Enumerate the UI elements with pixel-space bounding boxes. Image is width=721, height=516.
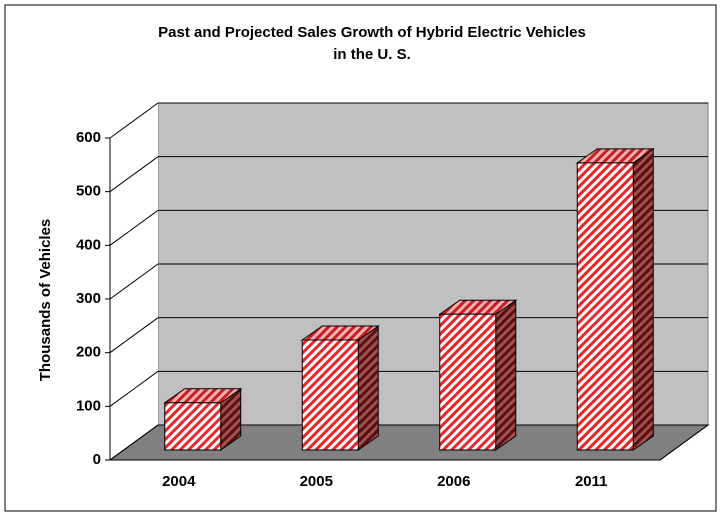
x-tick-label: 2006 bbox=[437, 473, 470, 490]
grid-line bbox=[109, 209, 159, 246]
bar bbox=[163, 387, 243, 451]
bar-front bbox=[164, 402, 222, 451]
y-axis-title: Thousands of Vehicles bbox=[37, 219, 54, 382]
y-tick-label: 200 bbox=[76, 344, 101, 361]
grid-line bbox=[109, 156, 159, 193]
grid-line bbox=[109, 102, 159, 139]
bar-front bbox=[576, 162, 634, 451]
grid-line bbox=[109, 370, 159, 407]
x-tick-label: 2005 bbox=[300, 473, 333, 490]
bar-front bbox=[301, 339, 359, 451]
x-axis bbox=[110, 424, 709, 461]
bar-side bbox=[495, 299, 517, 451]
y-tick-label: 400 bbox=[76, 236, 101, 253]
chart-title: Past and Projected Sales Growth of Hybri… bbox=[158, 24, 586, 41]
y-tick-label: 100 bbox=[76, 397, 101, 414]
chart-title: in the U. S. bbox=[333, 46, 411, 63]
bar bbox=[438, 299, 518, 451]
y-tick-label: 0 bbox=[93, 451, 101, 468]
bar-side bbox=[632, 147, 654, 451]
bar-front bbox=[439, 313, 497, 451]
grid-line bbox=[109, 263, 159, 300]
grid-line bbox=[109, 424, 159, 461]
bar-side bbox=[357, 325, 379, 451]
bar bbox=[575, 147, 655, 451]
y-tick-label: 600 bbox=[76, 129, 101, 146]
x-tick-label: 2011 bbox=[575, 473, 608, 490]
x-tick-label: 2004 bbox=[162, 473, 196, 490]
grid-line bbox=[109, 317, 159, 354]
y-tick-label: 300 bbox=[76, 290, 101, 307]
bar bbox=[300, 325, 380, 451]
y-tick-label: 500 bbox=[76, 183, 101, 200]
